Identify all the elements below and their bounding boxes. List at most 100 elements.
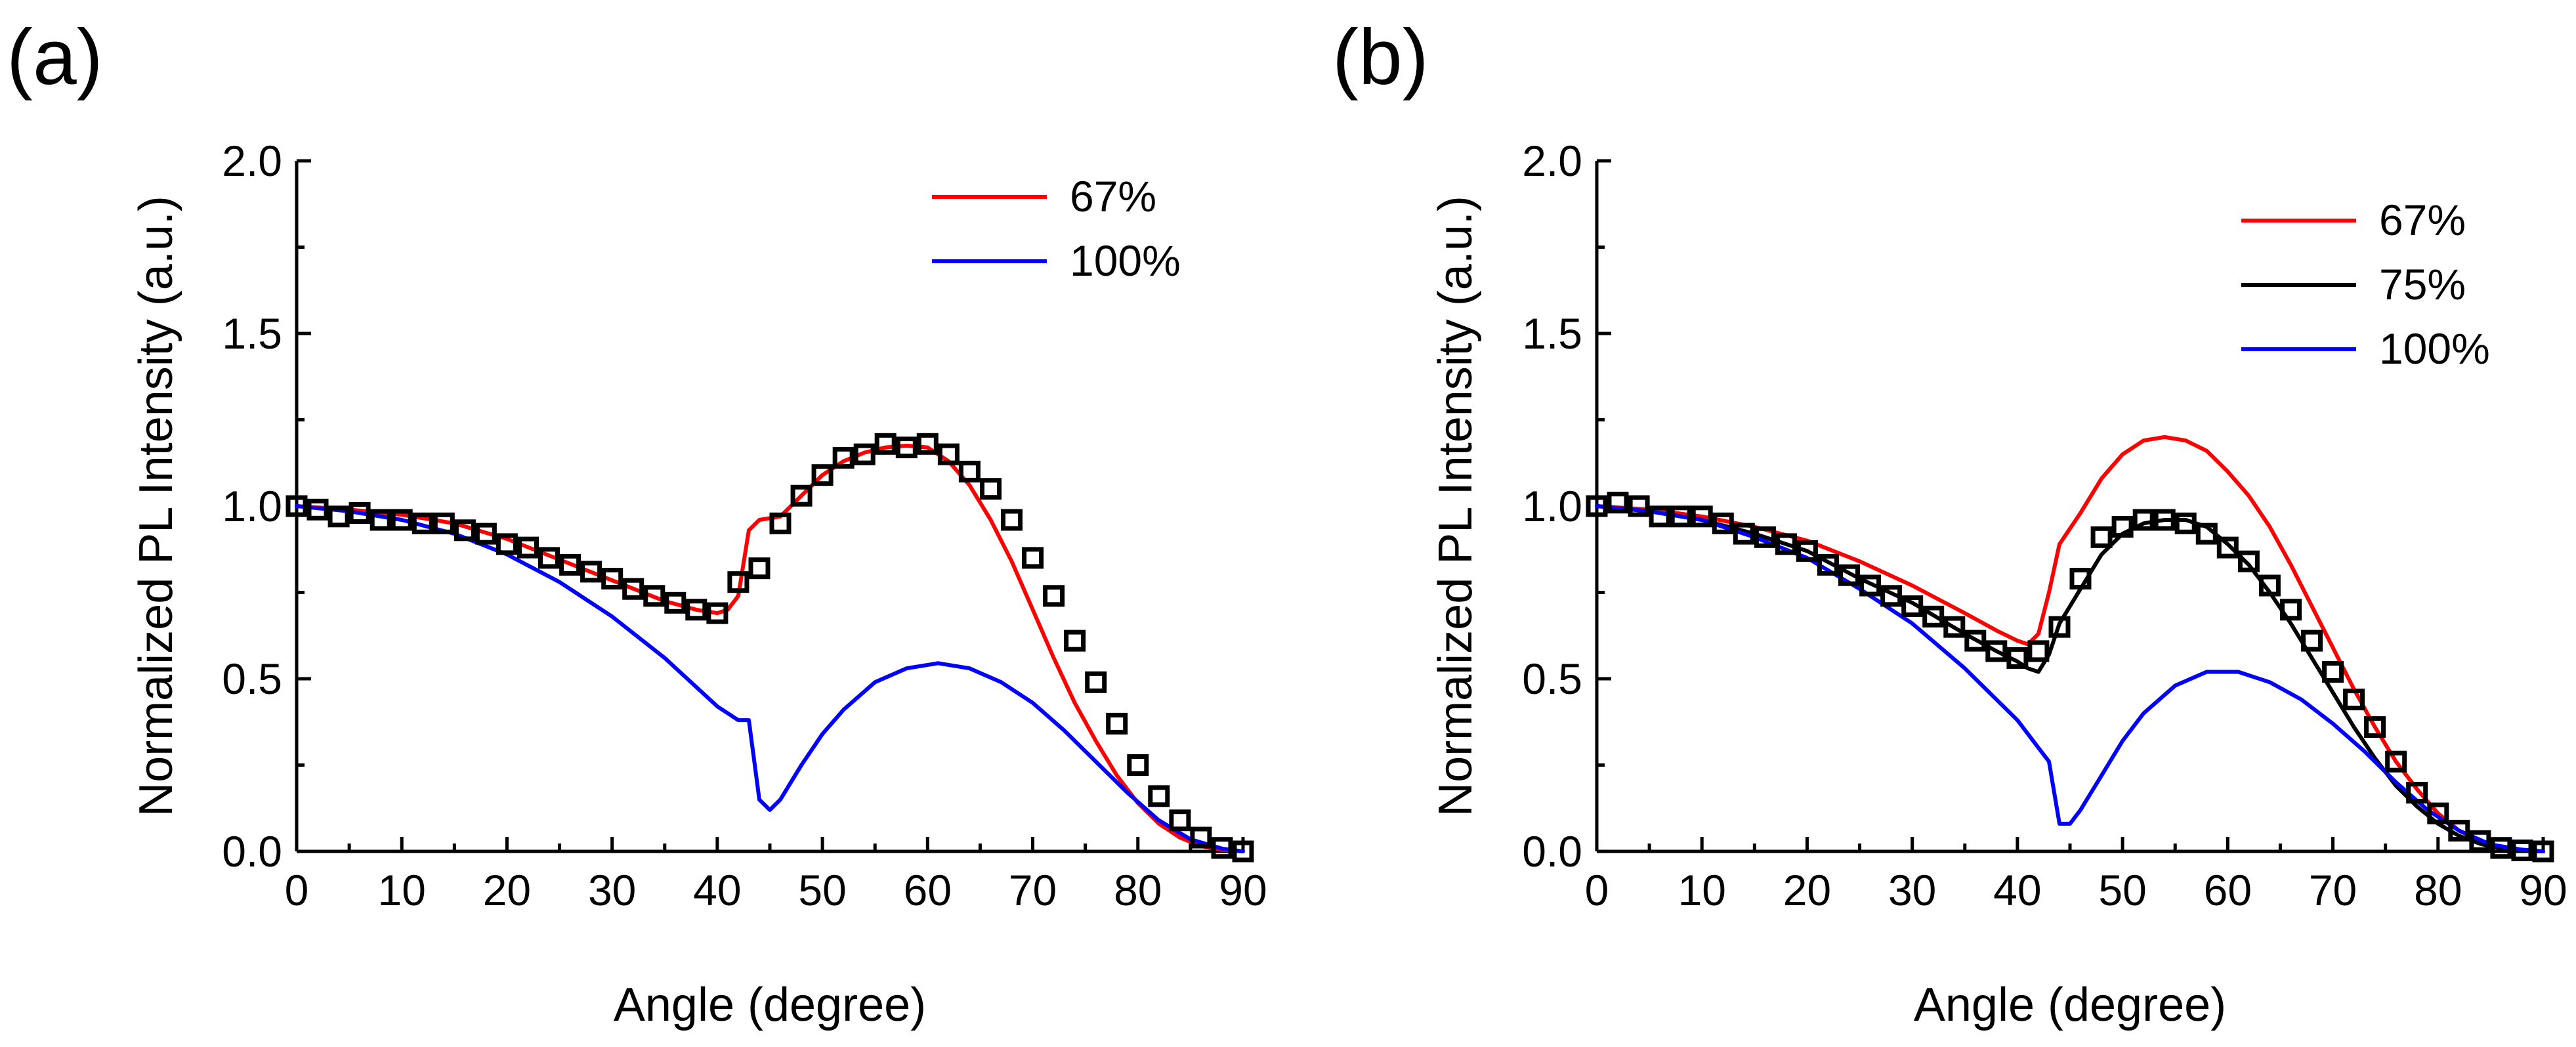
data-point-marker [2280,599,2302,621]
data-point-marker [2385,750,2407,773]
data-point-marker [916,433,939,455]
panel-label: (b) [1332,13,1429,101]
y-tick-label: 1.0 [1522,482,1582,530]
data-point-marker [811,464,834,486]
data-point-marker [1880,585,1903,607]
data-point-marker [2258,574,2281,597]
x-tick-label: 30 [588,866,636,914]
data-point-marker [2132,509,2155,531]
data-point-marker [2237,550,2260,572]
data-point-marker [1607,492,1629,514]
data-point-marker [2195,523,2218,545]
data-point-marker [2027,640,2050,662]
data-point-marker [2006,647,2029,669]
data-point-marker [1232,840,1254,863]
data-point-marker [327,505,350,528]
legend-label: 100% [2379,324,2490,373]
data-point-marker [937,443,960,465]
data-point-marker [1943,616,1966,638]
data-point-marker [433,512,455,534]
data-point-marker [853,443,876,465]
data-point-marker [790,484,813,507]
data-point-marker [2153,509,2176,531]
x-tick-label: 50 [2098,866,2146,914]
x-tick-label: 90 [1219,866,1267,914]
data-point-marker [622,578,644,600]
data-point-marker [559,553,581,576]
data-point-marker [496,533,518,555]
x-tick-label: 40 [693,866,741,914]
data-point-marker [1691,505,1713,528]
x-tick-label: 80 [2414,866,2462,914]
y-tick-label: 0.5 [222,654,282,703]
x-tick-label: 60 [2204,866,2252,914]
y-tick-label: 1.5 [1522,309,1582,358]
data-point-marker [391,509,413,531]
x-axis-title: Angle (degree) [614,979,926,1031]
x-tick-label: 0 [285,866,309,914]
y-tick-label: 0.0 [222,827,282,876]
chart-panel-b: (b) 0 10 20 30 40 50 60 70 80 90 0.0 0.5 1.0 1.5 2.0 Ang… [1332,13,2567,1031]
y-axis-title: Normalized PL Intensity (a.u.) [130,196,182,817]
x-tick-label: 20 [1783,866,1831,914]
data-point-marker [1106,712,1128,735]
series-line-67pct [1595,435,2545,853]
data-point-marker [412,512,434,534]
y-axis-title: Normalized PL Intensity (a.u.) [1429,196,1482,817]
data-point-marker [475,523,497,545]
data-point-marker [1754,526,1776,548]
data-point-marker [348,502,371,524]
data-point-marker [1901,595,1924,617]
data-point-marker [2322,661,2344,683]
data-point-marker [2090,526,2113,548]
data-point-marker [601,568,623,589]
y-tick-label: 1.0 [222,482,282,530]
data-point-marker [1712,512,1734,534]
data-point-marker [1085,671,1107,693]
series-line-75pct [1595,504,2545,853]
x-tick-label: 90 [2519,866,2567,914]
series-line-100pct [1595,504,2545,853]
y-tick-label: 2.0 [222,137,282,185]
data-point-marker [706,602,728,624]
legend-label: 100% [1070,236,1181,285]
x-axis-title: Angle (degree) [1914,979,2226,1031]
data-point-marker [2174,512,2197,534]
data-point-marker [2048,616,2071,638]
panel-label: (a) [7,13,103,101]
legend-label: 75% [2379,260,2466,309]
data-point-marker [538,547,560,569]
y-tick-label: 0.0 [1522,827,1582,876]
data-point-marker [1964,630,1987,652]
data-point-marker [832,446,855,469]
legend-label: 67% [1070,172,1156,221]
data-point-marker [306,498,329,521]
data-point-marker [1148,785,1170,807]
data-point-marker [1211,837,1233,859]
data-point-marker [1733,523,1755,545]
data-point-marker [2406,782,2428,804]
data-point-marker [664,591,686,614]
x-tick-label: 10 [378,866,426,914]
data-point-marker [1859,574,1882,597]
series-line-67pct [295,443,1245,853]
data-point-marker [1817,553,1839,576]
series-line-100pct [295,504,1245,853]
data-point-marker [1775,533,1797,555]
legend-label: 67% [2379,196,2466,244]
data-point-marker [1838,564,1860,586]
data-point-marker [1001,509,1023,531]
data-point-marker [285,495,308,517]
x-tick-label: 70 [1009,866,1057,914]
data-point-marker [1796,540,1818,562]
x-tick-label: 70 [2309,866,2357,914]
data-point-marker [1127,754,1149,776]
data-point-marker [2111,516,2134,538]
data-point-marker [685,599,707,621]
data-point-marker [748,557,771,580]
data-point-marker [2069,568,2092,589]
y-tick-label: 0.5 [1522,654,1582,703]
data-point-marker [1922,605,1945,628]
y-tick-label: 2.0 [1522,137,1582,185]
